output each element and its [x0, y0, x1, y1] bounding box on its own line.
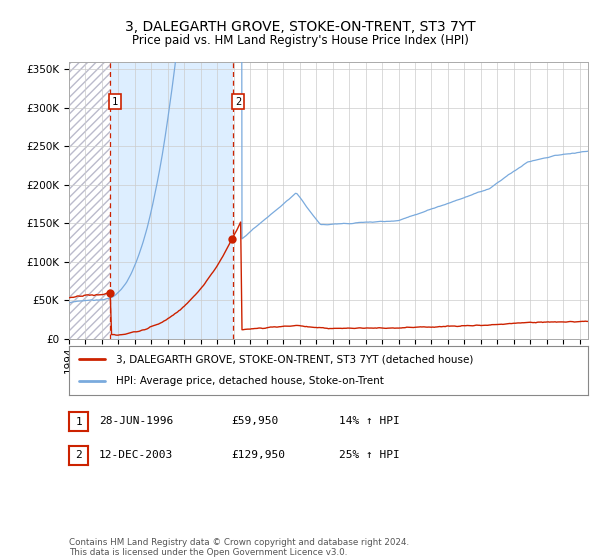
Bar	[69, 62, 110, 339]
Text: 3, DALEGARTH GROVE, STOKE-ON-TRENT, ST3 7YT (detached house): 3, DALEGARTH GROVE, STOKE-ON-TRENT, ST3 …	[116, 354, 473, 365]
Text: Contains HM Land Registry data © Crown copyright and database right 2024.
This d: Contains HM Land Registry data © Crown c…	[69, 538, 409, 557]
Bar	[69, 62, 110, 339]
Text: £129,950: £129,950	[231, 450, 285, 460]
Text: 28-JUN-1996: 28-JUN-1996	[99, 416, 173, 426]
Text: 1: 1	[75, 417, 82, 427]
Text: 14% ↑ HPI: 14% ↑ HPI	[339, 416, 400, 426]
Text: HPI: Average price, detached house, Stoke-on-Trent: HPI: Average price, detached house, Stok…	[116, 376, 383, 386]
Text: 12-DEC-2003: 12-DEC-2003	[99, 450, 173, 460]
Text: 25% ↑ HPI: 25% ↑ HPI	[339, 450, 400, 460]
Text: Price paid vs. HM Land Registry's House Price Index (HPI): Price paid vs. HM Land Registry's House …	[131, 34, 469, 46]
Text: 3, DALEGARTH GROVE, STOKE-ON-TRENT, ST3 7YT: 3, DALEGARTH GROVE, STOKE-ON-TRENT, ST3 …	[125, 20, 475, 34]
Text: 2: 2	[75, 450, 82, 460]
Text: £59,950: £59,950	[231, 416, 278, 426]
Bar	[110, 62, 233, 339]
Text: 2: 2	[235, 97, 241, 107]
Text: 1: 1	[112, 97, 118, 107]
